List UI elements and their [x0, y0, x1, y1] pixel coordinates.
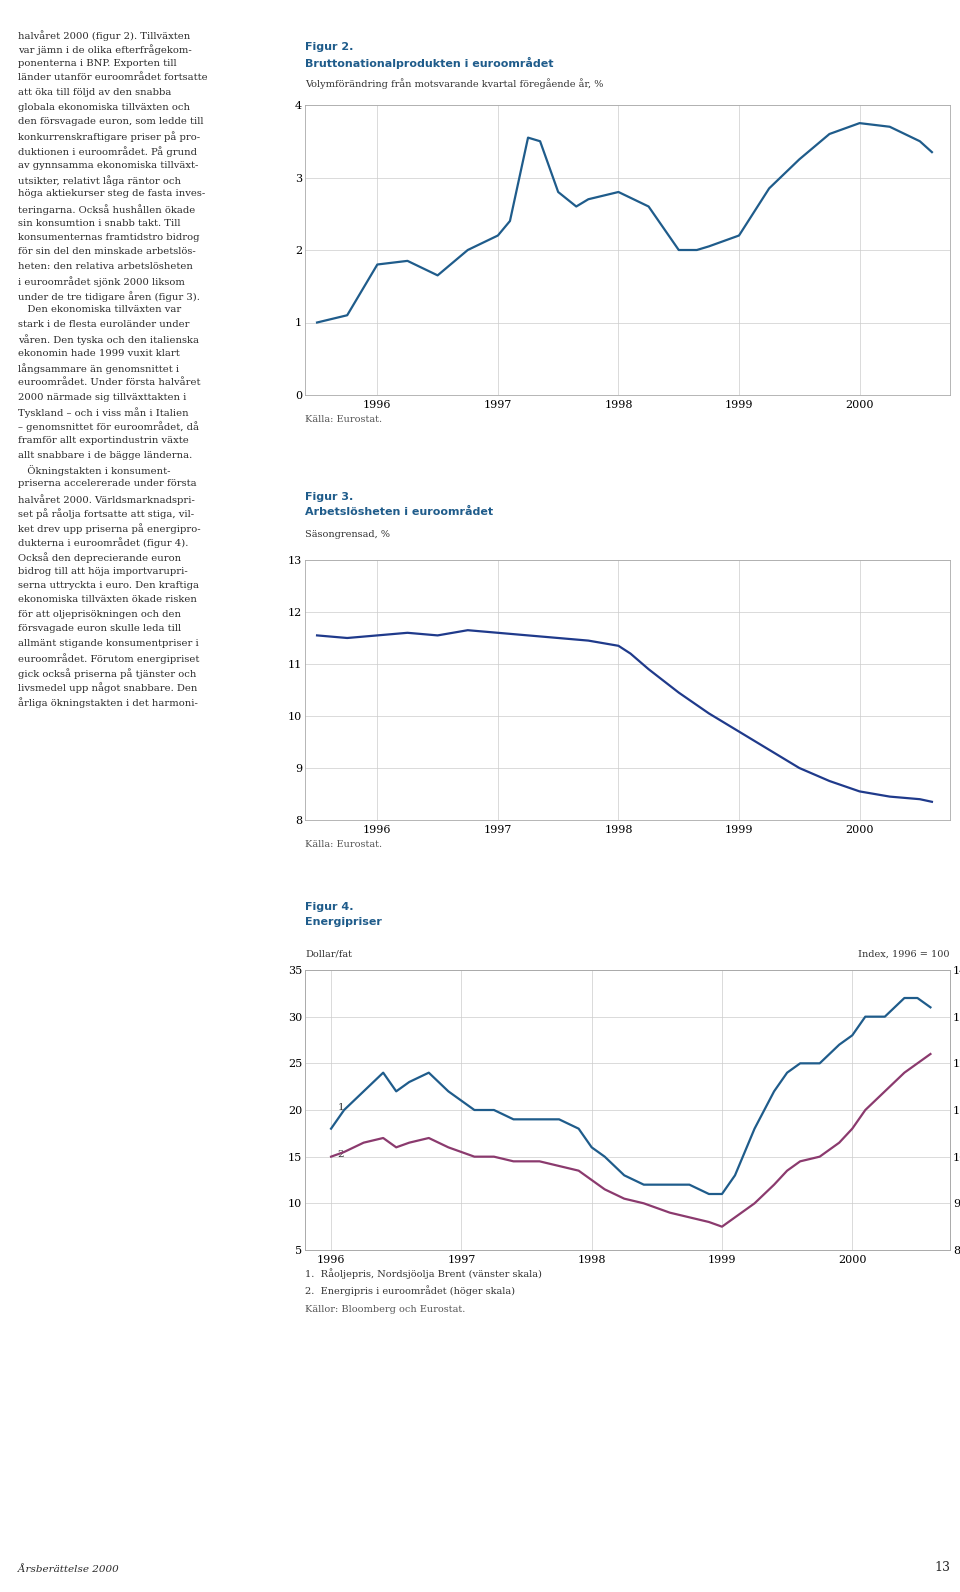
- Text: för sin del den minskade arbetslös-: för sin del den minskade arbetslös-: [18, 247, 196, 256]
- Text: ket drev upp priserna på energipro-: ket drev upp priserna på energipro-: [18, 524, 201, 533]
- Text: Källa: Eurostat.: Källa: Eurostat.: [305, 841, 382, 849]
- Text: duktionen i euroområdet. På grund: duktionen i euroområdet. På grund: [18, 146, 197, 156]
- Text: gick också priserna på tjänster och: gick också priserna på tjänster och: [18, 669, 197, 678]
- Text: 1.  Råoljepris, Nordsjöolja Brent (vänster skala): 1. Råoljepris, Nordsjöolja Brent (vänste…: [305, 1267, 541, 1278]
- Text: för att oljeprisökningen och den: för att oljeprisökningen och den: [18, 610, 181, 619]
- Text: ekonomiska tillväxten ökade risken: ekonomiska tillväxten ökade risken: [18, 595, 197, 605]
- Text: priserna accelererade under första: priserna accelererade under första: [18, 479, 197, 489]
- Text: Bruttonationalprodukten i euroområdet: Bruttonationalprodukten i euroområdet: [305, 57, 554, 68]
- Text: i euroområdet sjönk 2000 liksom: i euroområdet sjönk 2000 liksom: [18, 277, 185, 287]
- Text: – genomsnittet för euroområdet, då: – genomsnittet för euroområdet, då: [18, 422, 199, 433]
- Text: årliga ökningstakten i det harmoni-: årliga ökningstakten i det harmoni-: [18, 697, 198, 708]
- Text: Figur 2.: Figur 2.: [305, 41, 353, 53]
- Text: livsmedel upp något snabbare. Den: livsmedel upp något snabbare. Den: [18, 683, 198, 693]
- Text: Volymförändring från motsvarande kvartal föregående år, %: Volymförändring från motsvarande kvartal…: [305, 78, 604, 89]
- Text: utsikter, relativt låga räntor och: utsikter, relativt låga räntor och: [18, 175, 181, 186]
- Text: var jämn i de olika efterfrågekom-: var jämn i de olika efterfrågekom-: [18, 45, 192, 56]
- Text: set på råolja fortsatte att stiga, vil-: set på råolja fortsatte att stiga, vil-: [18, 508, 194, 519]
- Text: försvagade euron skulle leda till: försvagade euron skulle leda till: [18, 624, 181, 634]
- Text: halvåret 2000. Världsmarknadspri-: halvåret 2000. Världsmarknadspri-: [18, 494, 195, 505]
- Text: 13: 13: [934, 1562, 950, 1574]
- Text: Ökningstakten i konsument-: Ökningstakten i konsument-: [18, 465, 171, 476]
- Text: Energipriser: Energipriser: [305, 917, 382, 927]
- Text: ponenterna i BNP. Exporten till: ponenterna i BNP. Exporten till: [18, 59, 177, 68]
- Text: Figur 4.: Figur 4.: [305, 903, 353, 912]
- Text: halvåret 2000 (figur 2). Tillväxten: halvåret 2000 (figur 2). Tillväxten: [18, 30, 190, 41]
- Text: 1: 1: [338, 1103, 345, 1111]
- Text: av gynnsamma ekonomiska tillväxt-: av gynnsamma ekonomiska tillväxt-: [18, 161, 199, 169]
- Text: Årsberättelse 2000: Årsberättelse 2000: [18, 1565, 119, 1574]
- Text: 2: 2: [338, 1149, 345, 1159]
- Text: Källor: Bloomberg och Eurostat.: Källor: Bloomberg och Eurostat.: [305, 1305, 466, 1313]
- Text: Säsongrensad, %: Säsongrensad, %: [305, 530, 390, 540]
- Text: att öka till följd av den snabba: att öka till följd av den snabba: [18, 88, 172, 97]
- Text: dukterna i euroområdet (figur 4).: dukterna i euroområdet (figur 4).: [18, 538, 188, 548]
- Text: länder utanför euroområdet fortsatte: länder utanför euroområdet fortsatte: [18, 73, 207, 83]
- Text: teringarna. Också hushållen ökade: teringarna. Också hushållen ökade: [18, 204, 195, 215]
- Text: höga aktiekurser steg de fasta inves-: höga aktiekurser steg de fasta inves-: [18, 189, 205, 199]
- Text: bidrog till att höja importvarupri-: bidrog till att höja importvarupri-: [18, 567, 188, 575]
- Text: serna uttryckta i euro. Den kraftiga: serna uttryckta i euro. Den kraftiga: [18, 581, 199, 591]
- Text: ekonomin hade 1999 vuxit klart: ekonomin hade 1999 vuxit klart: [18, 349, 180, 358]
- Text: Arbetslösheten i euroområdet: Arbetslösheten i euroområdet: [305, 506, 493, 517]
- Text: Figur 3.: Figur 3.: [305, 492, 353, 501]
- Text: allt snabbare i de bägge länderna.: allt snabbare i de bägge länderna.: [18, 451, 192, 460]
- Text: Den ekonomiska tillväxten var: Den ekonomiska tillväxten var: [18, 306, 181, 315]
- Text: 2000 närmade sig tillväxttakten i: 2000 närmade sig tillväxttakten i: [18, 393, 186, 401]
- Text: våren. Den tyska och den italienska: våren. Den tyska och den italienska: [18, 334, 199, 345]
- Text: under de tre tidigare åren (figur 3).: under de tre tidigare åren (figur 3).: [18, 291, 200, 302]
- Text: Index, 1996 = 100: Index, 1996 = 100: [858, 950, 950, 958]
- Text: den försvagade euron, som ledde till: den försvagade euron, som ledde till: [18, 116, 204, 126]
- Text: långsammare än genomsnittet i: långsammare än genomsnittet i: [18, 363, 180, 374]
- Text: Källa: Eurostat.: Källa: Eurostat.: [305, 416, 382, 423]
- Text: heten: den relativa arbetslösheten: heten: den relativa arbetslösheten: [18, 263, 193, 271]
- Text: framför allt exportindustrin växte: framför allt exportindustrin växte: [18, 436, 189, 446]
- Text: konsumenternas framtidstro bidrog: konsumenternas framtidstro bidrog: [18, 232, 200, 242]
- Text: Också den deprecierande euron: Också den deprecierande euron: [18, 552, 181, 564]
- Text: 2.  Energipris i euroområdet (höger skala): 2. Energipris i euroområdet (höger skala…: [305, 1285, 515, 1296]
- Text: allmänt stigande konsumentpriser i: allmänt stigande konsumentpriser i: [18, 638, 199, 648]
- Text: stark i de flesta euroländer under: stark i de flesta euroländer under: [18, 320, 189, 330]
- Text: Dollar/fat: Dollar/fat: [305, 950, 352, 958]
- Text: globala ekonomiska tillväxten och: globala ekonomiska tillväxten och: [18, 102, 190, 111]
- Text: Tyskland – och i viss mån i Italien: Tyskland – och i viss mån i Italien: [18, 408, 188, 417]
- Text: sin konsumtion i snabb takt. Till: sin konsumtion i snabb takt. Till: [18, 218, 180, 228]
- Text: euroområdet. Förutom energipriset: euroområdet. Förutom energipriset: [18, 653, 200, 664]
- Text: konkurrenskraftigare priser på pro-: konkurrenskraftigare priser på pro-: [18, 132, 200, 142]
- Text: euroområdet. Under första halvåret: euroområdet. Under första halvåret: [18, 377, 201, 387]
